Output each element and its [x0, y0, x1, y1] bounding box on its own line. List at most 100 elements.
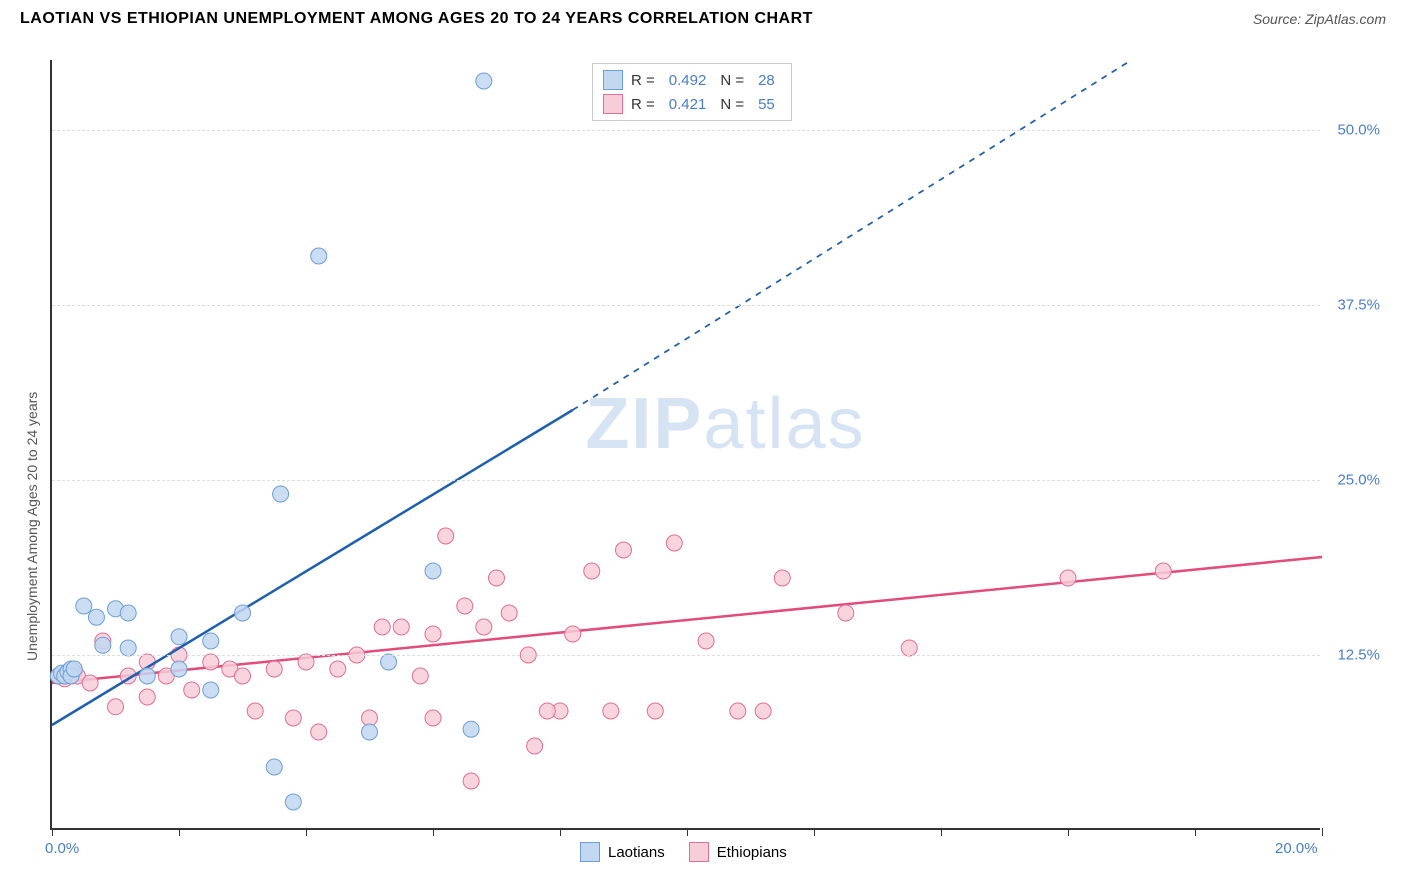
n-label: N = [720, 72, 744, 89]
data-point [362, 724, 378, 740]
data-point [235, 605, 251, 621]
data-point [273, 486, 289, 502]
data-point [565, 626, 581, 642]
data-point [285, 794, 301, 810]
gridline [52, 655, 1320, 656]
source-attribution: Source: ZipAtlas.com [1253, 11, 1386, 27]
data-point [501, 605, 517, 621]
plot-svg [52, 60, 1320, 828]
correlation-legend: R = 0.492 N = 28 R = 0.421 N = 55 [592, 63, 792, 121]
data-point [330, 661, 346, 677]
data-point [66, 661, 82, 677]
y-tick-label: 25.0% [1337, 472, 1380, 489]
data-point [539, 703, 555, 719]
gridline [52, 130, 1320, 131]
data-point [463, 773, 479, 789]
data-point [838, 605, 854, 621]
legend-row-ethiopians: R = 0.421 N = 55 [603, 92, 781, 116]
data-point [374, 619, 390, 635]
data-point [311, 724, 327, 740]
y-tick-label: 50.0% [1337, 122, 1380, 139]
data-point [266, 759, 282, 775]
data-point [139, 668, 155, 684]
data-point [120, 640, 136, 656]
data-point [235, 668, 251, 684]
x-tick [560, 828, 561, 836]
data-point [203, 654, 219, 670]
gridline [52, 305, 1320, 306]
legend-row-laotians: R = 0.492 N = 28 [603, 68, 781, 92]
chart-title: LAOTIAN VS ETHIOPIAN UNEMPLOYMENT AMONG … [20, 10, 813, 28]
data-point [489, 570, 505, 586]
data-point [381, 654, 397, 670]
data-point [698, 633, 714, 649]
x-tick [52, 828, 53, 836]
data-point [438, 528, 454, 544]
gridline [52, 480, 1320, 481]
legend-label-laotians: Laotians [608, 844, 665, 861]
data-point [393, 619, 409, 635]
legend-item-laotians: Laotians [580, 842, 665, 862]
x-tick [1068, 828, 1069, 836]
data-point [298, 654, 314, 670]
data-point [647, 703, 663, 719]
title-bar: LAOTIAN VS ETHIOPIAN UNEMPLOYMENT AMONG … [0, 0, 1406, 36]
n-value-laotians: 28 [758, 72, 775, 89]
data-point [476, 619, 492, 635]
data-point [425, 626, 441, 642]
x-tick [433, 828, 434, 836]
data-point [425, 710, 441, 726]
r-label: R = [631, 96, 655, 113]
data-point [527, 738, 543, 754]
x-tick [1195, 828, 1196, 836]
data-point [755, 703, 771, 719]
r-value-ethiopians: 0.421 [669, 96, 707, 113]
data-point [1060, 570, 1076, 586]
data-point [584, 563, 600, 579]
r-value-laotians: 0.492 [669, 72, 707, 89]
data-point [616, 542, 632, 558]
data-point [88, 609, 104, 625]
data-point [171, 629, 187, 645]
data-point [457, 598, 473, 614]
data-point [171, 661, 187, 677]
x-axis-origin-label: 0.0% [45, 840, 79, 857]
data-point [247, 703, 263, 719]
data-point [412, 668, 428, 684]
x-axis-max-label: 20.0% [1275, 840, 1318, 857]
swatch-laotians [603, 70, 623, 90]
y-tick-label: 37.5% [1337, 297, 1380, 314]
x-tick [687, 828, 688, 836]
data-point [184, 682, 200, 698]
data-point [1155, 563, 1171, 579]
data-point [463, 721, 479, 737]
x-tick [179, 828, 180, 836]
data-point [666, 535, 682, 551]
n-label: N = [720, 96, 744, 113]
data-point [139, 689, 155, 705]
data-point [108, 699, 124, 715]
data-point [730, 703, 746, 719]
data-point [311, 248, 327, 264]
x-tick [814, 828, 815, 836]
data-point [120, 605, 136, 621]
data-point [285, 710, 301, 726]
x-tick [941, 828, 942, 836]
data-point [603, 703, 619, 719]
y-axis-label: Unemployment Among Ages 20 to 24 years [24, 391, 40, 660]
n-value-ethiopians: 55 [758, 96, 775, 113]
swatch-laotians [580, 842, 600, 862]
legend-item-ethiopians: Ethiopians [689, 842, 787, 862]
data-point [774, 570, 790, 586]
trend-line [52, 410, 573, 725]
data-point [203, 633, 219, 649]
legend-label-ethiopians: Ethiopians [717, 844, 787, 861]
swatch-ethiopians [689, 842, 709, 862]
x-tick [306, 828, 307, 836]
y-tick-label: 12.5% [1337, 647, 1380, 664]
data-point [203, 682, 219, 698]
series-legend: Laotians Ethiopians [580, 842, 787, 862]
data-point [266, 661, 282, 677]
data-point [425, 563, 441, 579]
data-point [76, 598, 92, 614]
